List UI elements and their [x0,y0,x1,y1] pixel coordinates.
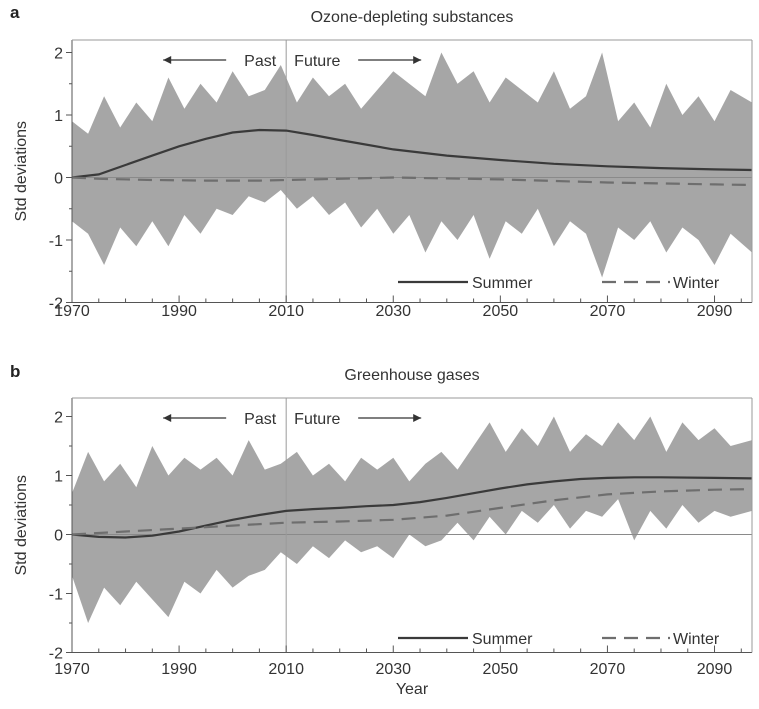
future-arrowhead [413,414,422,422]
x-tick-label: 2050 [483,303,519,320]
x-tick-label: 2030 [375,303,411,320]
y-tick-label: 2 [54,46,63,63]
y-tick-label: 0 [54,171,63,188]
x-tick-label: 2070 [590,303,626,320]
panel-ozone: a Ozone-depleting substances 2 1 0 -1 -2 Std de… [10,3,753,320]
y-tick-label: -2 [49,296,63,313]
x-tick-label: 1990 [161,661,197,678]
legend-label-winter: Winter [673,275,720,292]
future-label: Future [294,53,340,70]
x-tick-label: 2050 [483,661,519,678]
x-tick-label: 2030 [375,661,411,678]
panel-label: b [10,362,20,381]
y-axis-label: Std deviations [13,475,30,576]
series-line-winter [71,488,753,536]
x-tick-label: 2090 [697,303,733,320]
future-arrowhead [413,56,422,64]
panel-greenhouse: b Greenhouse gases 2 1 0 -1 -2 Std deviations 19… [10,362,753,698]
x-tick-label: 2090 [697,661,733,678]
y-tick-label: 2 [54,410,63,427]
x-tick-label: 1990 [161,303,197,320]
x-tick-label: 2010 [268,303,304,320]
series-line-winter [71,176,753,187]
y-tick-label: 0 [54,528,63,545]
x-axis-label: Year [396,681,429,698]
y-tick-label: -1 [49,587,63,604]
past-arrowhead [163,414,172,422]
y-tick-label: -2 [49,646,63,663]
legend-label-summer: Summer [472,631,533,648]
x-tick-label: 1970 [54,661,90,678]
past-label: Past [244,53,277,70]
y-tick-label: -1 [49,233,63,250]
past-label: Past [244,411,277,428]
y-tick-label: 1 [54,469,63,486]
future-label: Future [294,411,340,428]
past-arrowhead [163,56,172,64]
series-line-summer [71,476,753,539]
x-tick-label: 1970 [54,303,90,320]
x-tick-label: 2010 [268,661,304,678]
legend-label-summer: Summer [472,275,533,292]
y-tick-label: 1 [54,108,63,125]
legend-label-winter: Winter [673,631,720,648]
chart-title: Ozone-depleting substances [311,9,514,26]
chart-title: Greenhouse gases [344,367,479,384]
panel-label: a [10,3,20,22]
series-line-summer [71,128,753,179]
x-tick-label: 2070 [590,661,626,678]
variability-band [72,52,752,278]
variability-band [72,416,752,623]
y-axis-label: Std deviations [13,121,30,222]
